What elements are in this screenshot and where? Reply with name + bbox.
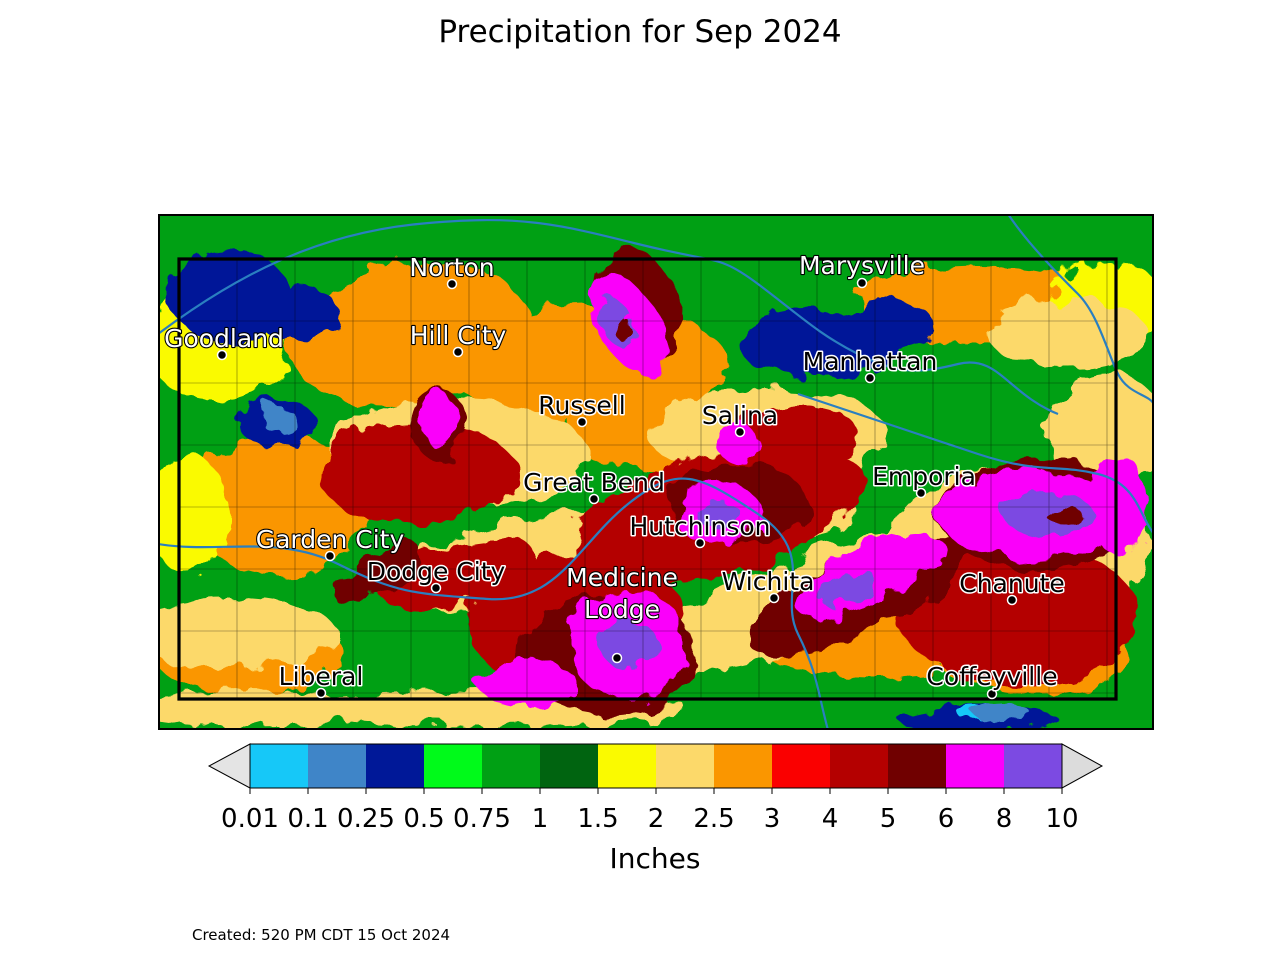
colorbar-cell — [888, 744, 946, 788]
precip-blob — [620, 322, 636, 346]
colorbar-cell — [1004, 744, 1062, 788]
city-marker — [1006, 594, 1018, 606]
precip-blob — [318, 424, 518, 524]
city-marker — [611, 652, 623, 664]
city-label: Hill City — [410, 321, 507, 350]
colorbar-cell — [424, 744, 482, 788]
precip-blob — [1045, 505, 1081, 523]
colorbar-cell — [540, 744, 598, 788]
precipitation-map: Norton Marysville Goodland Hill City Manhatt… — [158, 214, 1154, 730]
river — [160, 477, 829, 728]
city-marker — [864, 372, 876, 384]
city-marker — [315, 687, 327, 699]
colorbar-over-arrow — [1061, 743, 1104, 789]
map-frame — [158, 214, 1154, 730]
city-label: Lodge — [584, 595, 660, 624]
precip-blob — [716, 426, 760, 462]
city-label: Norton — [409, 253, 494, 282]
precip-blob — [975, 704, 1031, 724]
city-marker — [430, 582, 442, 594]
colorbar-cell — [946, 744, 1004, 788]
colorbar-tick-label: 4 — [821, 804, 839, 834]
cities-layer: Norton Marysville Goodland Hill City Manhatt… — [163, 250, 1066, 700]
colorbar — [207, 743, 1104, 794]
city-marker — [694, 537, 706, 549]
city-label: Coffeyville — [926, 662, 1057, 691]
precip-blob — [988, 299, 1148, 369]
colorbar-tick-label: 0.1 — [287, 804, 329, 834]
river — [1008, 216, 1152, 404]
river — [160, 218, 1059, 416]
city-marker — [856, 277, 868, 289]
colorbar-tick-label: 0.5 — [403, 804, 445, 834]
state-border — [177, 257, 1118, 701]
colorbar-tick-label: 1 — [531, 804, 549, 834]
map-title: Precipitation for Sep 2024 — [438, 14, 842, 50]
city-marker — [452, 346, 464, 358]
city-marker — [734, 426, 746, 438]
city-marker — [216, 349, 228, 361]
city-marker — [986, 688, 998, 700]
colorbar-cell — [250, 744, 308, 788]
precip-blob — [258, 284, 338, 344]
precip-blob — [738, 404, 858, 464]
precip-blob — [898, 544, 1138, 684]
city-marker — [576, 416, 588, 428]
colorbar-cell — [772, 744, 830, 788]
colorbar-cell — [366, 744, 424, 788]
city-marker — [915, 487, 927, 499]
colorbar-tick-label: 1.5 — [577, 804, 619, 834]
city-marker — [446, 278, 458, 290]
river — [797, 392, 1152, 534]
city-label: Emporia — [872, 462, 976, 491]
city-label: Dodge City — [367, 557, 506, 586]
colorbar-tick-label: 10 — [1045, 804, 1079, 834]
city-label: Goodland — [164, 324, 284, 353]
colorbar-tick-label: 0.75 — [453, 804, 511, 834]
precip-blob — [478, 662, 578, 706]
city-label: Great Bend — [523, 468, 665, 497]
city-label: Liberal — [279, 662, 364, 691]
city-label: Salina — [702, 401, 778, 430]
city-marker — [768, 592, 780, 604]
colorbar-cell — [308, 744, 366, 788]
city-label: Russell — [538, 391, 625, 420]
colorbar-tick-label: 3 — [763, 804, 781, 834]
precip-blob — [260, 407, 296, 431]
colorbar-tick-label: 5 — [879, 804, 897, 834]
created-timestamp: Created: 520 PM CDT 15 Oct 2024 — [192, 926, 451, 944]
city-label: Hutchinson — [630, 512, 771, 541]
city-label: Garden City — [256, 525, 405, 554]
colorbar-cell — [482, 744, 540, 788]
city-label: Wichita — [722, 567, 815, 596]
colorbar-cell — [598, 744, 656, 788]
city-label: Chanute — [959, 569, 1065, 598]
colorbar-tick-label: 2.5 — [693, 804, 735, 834]
colorbar-tick-label: 0.01 — [221, 804, 279, 834]
precip-blob — [820, 572, 876, 606]
colorbar-cell — [830, 744, 888, 788]
city-label: Marysville — [799, 251, 925, 280]
colorbar-tick-label: 8 — [995, 804, 1013, 834]
colorbar-tick-label: 0.25 — [337, 804, 395, 834]
colorbar-tick-label: 2 — [647, 804, 665, 834]
colorbar-tick-label: 6 — [937, 804, 955, 834]
precip-blob — [843, 299, 933, 349]
colorbar-cell — [656, 744, 714, 788]
city-marker — [324, 550, 336, 562]
precip-blob — [420, 391, 456, 447]
colorbar-under-arrow — [207, 743, 251, 789]
colorbar-units-label: Inches — [609, 842, 701, 875]
precip-blob — [160, 454, 228, 574]
precip-blob — [1088, 454, 1148, 554]
precip-field — [160, 216, 1152, 728]
precip-blob — [600, 619, 656, 669]
precip-blob — [627, 315, 635, 325]
city-label: Medicine — [566, 563, 678, 592]
city-marker — [588, 493, 600, 505]
precip-blob — [160, 599, 338, 669]
city-label: Manhattan — [803, 347, 938, 376]
precip-blob — [333, 543, 423, 605]
colorbar-cell — [714, 744, 772, 788]
